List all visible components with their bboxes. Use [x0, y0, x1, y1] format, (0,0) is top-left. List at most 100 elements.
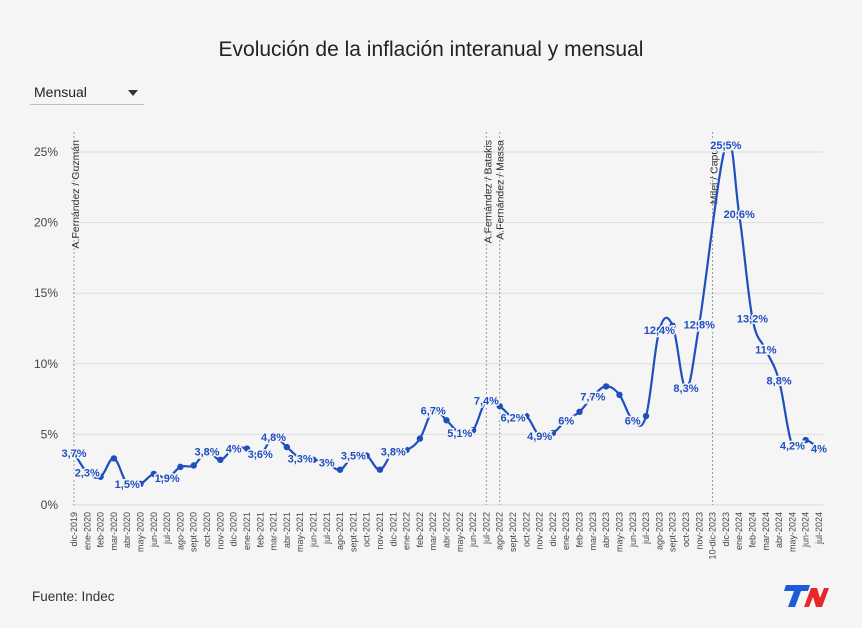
data-label: 20,6%: [724, 209, 755, 221]
data-point: [257, 450, 264, 458]
x-tick-label: mar-2020: [109, 512, 119, 551]
data-labels: 3,7%3,7%2,3%2,3%1,5%1,5% 1,9%1,9%3,8%3,8%…: [60, 138, 829, 492]
x-tick-label: ago-2022: [495, 512, 505, 550]
series-line-mensual: [73, 140, 820, 488]
data-point: [523, 412, 530, 420]
data-label: 5,1%: [447, 428, 472, 440]
x-tick-label: may-2022: [455, 512, 465, 552]
tn-logo-shape: [784, 585, 810, 607]
data-label-halo: 2,3%: [75, 468, 100, 480]
x-tick-label: nov-2023: [694, 512, 704, 550]
data-label: 4%: [811, 444, 827, 456]
data-label: 11%: [755, 345, 777, 357]
x-tick-label: jul-2024: [814, 512, 824, 545]
x-tick-label: feb-2021: [255, 512, 265, 548]
x-tick-label: ene-2020: [82, 512, 92, 550]
y-tick-label: 0%: [41, 498, 59, 512]
data-label: 7,4%: [474, 396, 499, 408]
data-label: 13,2%: [737, 314, 768, 326]
data-label-halo: 3,6%: [248, 449, 273, 461]
data-point: [576, 408, 583, 416]
data-label-halo: 8,8%: [767, 376, 792, 388]
x-tick-label: dic-2023: [721, 512, 731, 547]
data-label: 3,3%: [288, 453, 313, 465]
x-tick-label: dic-2022: [548, 512, 558, 547]
x-tick-label: dic-2020: [229, 512, 239, 547]
data-label-halo: 7,7%: [580, 391, 605, 403]
data-label-halo: 4,9%: [527, 431, 552, 443]
data-label: 4,9%: [527, 431, 552, 443]
data-label-halo: 6,2%: [500, 412, 525, 424]
data-label: 3,5%: [341, 451, 366, 463]
data-label: 1,9%: [155, 473, 180, 485]
data-point: [323, 459, 330, 466]
x-tick-label: 10-dic-2023: [708, 512, 718, 560]
data-point: [443, 417, 450, 424]
data-point: [749, 315, 756, 322]
source-note: Fuente: Indec: [32, 589, 115, 604]
data-point: [163, 474, 171, 482]
x-tick-label: jun-2021: [308, 512, 318, 548]
y-tick-label: 10%: [34, 357, 58, 371]
data-point: [84, 469, 91, 476]
data-point: [97, 473, 104, 480]
data-label-halo: 4%: [811, 444, 827, 456]
data-point: [310, 456, 317, 464]
data-point: [483, 397, 490, 404]
x-tick-label: jul-2020: [162, 512, 172, 545]
data-point: [696, 321, 703, 328]
data-point: [137, 480, 144, 488]
data-label-halo: 4,2%: [780, 441, 805, 453]
data-label: 4,8%: [261, 432, 286, 444]
y-tick-label: 15%: [34, 286, 58, 300]
data-label: 6%: [558, 415, 574, 427]
x-tick-label: mar-2021: [269, 512, 279, 551]
data-label: 3%: [319, 458, 335, 470]
data-label-halo: 3,5%: [341, 451, 366, 463]
data-label-halo: 13,2%: [737, 314, 768, 326]
x-tick-label: ene-2023: [561, 512, 571, 550]
data-point: [669, 322, 676, 329]
data-point: [296, 455, 304, 462]
data-label-halo: 11%: [755, 345, 777, 357]
x-tick-label: sept-2022: [508, 512, 518, 552]
data-point: [629, 417, 636, 424]
x-tick-label: sept-2023: [668, 512, 678, 552]
x-tick-label: feb-2022: [415, 512, 425, 548]
x-tick-label: jun-2020: [149, 512, 159, 548]
x-tick-label: feb-2020: [96, 512, 106, 548]
data-point: [376, 466, 384, 473]
data-point: [363, 452, 370, 459]
data-point: [802, 436, 809, 444]
data-label: 6%: [625, 415, 641, 427]
data-point: [536, 432, 543, 440]
x-tick-label: oct-2023: [681, 512, 691, 547]
annotations: A.Fernández / Guzmán A.Fernández / Bataki…: [70, 140, 721, 249]
data-point: [217, 456, 224, 464]
x-tick-label: oct-2020: [202, 512, 212, 547]
data-label: 6,2%: [500, 412, 525, 424]
data-point: [150, 470, 158, 478]
x-tick-label: ene-2022: [402, 512, 412, 550]
data-point: [762, 346, 769, 353]
tn-logo-shape-2: [804, 588, 829, 607]
x-tick-label: mar-2023: [588, 512, 598, 551]
x-tick-label: sept-2021: [348, 512, 358, 552]
period-dropdown[interactable]: Mensual: [30, 80, 144, 105]
data-point: [177, 463, 184, 471]
data-label-halo: 1,9%: [155, 473, 180, 485]
data-label: 1,5%: [115, 479, 140, 491]
x-tick-label: may-2021: [295, 512, 305, 552]
data-label-halo: 7,4%: [474, 396, 499, 408]
data-label-halo: 3,8%: [194, 446, 219, 458]
data-label-halo: 12,4%: [644, 325, 675, 337]
tn-logo-text: TN: [780, 583, 782, 584]
data-point: [190, 462, 197, 469]
x-tick-label: feb-2023: [575, 512, 585, 548]
x-tick-label: ago-2021: [335, 512, 345, 550]
data-label: 4%: [226, 444, 242, 456]
data-label: 3,6%: [248, 449, 273, 461]
data-label-halo: 6,7%: [421, 405, 446, 417]
data-point: [110, 455, 118, 462]
